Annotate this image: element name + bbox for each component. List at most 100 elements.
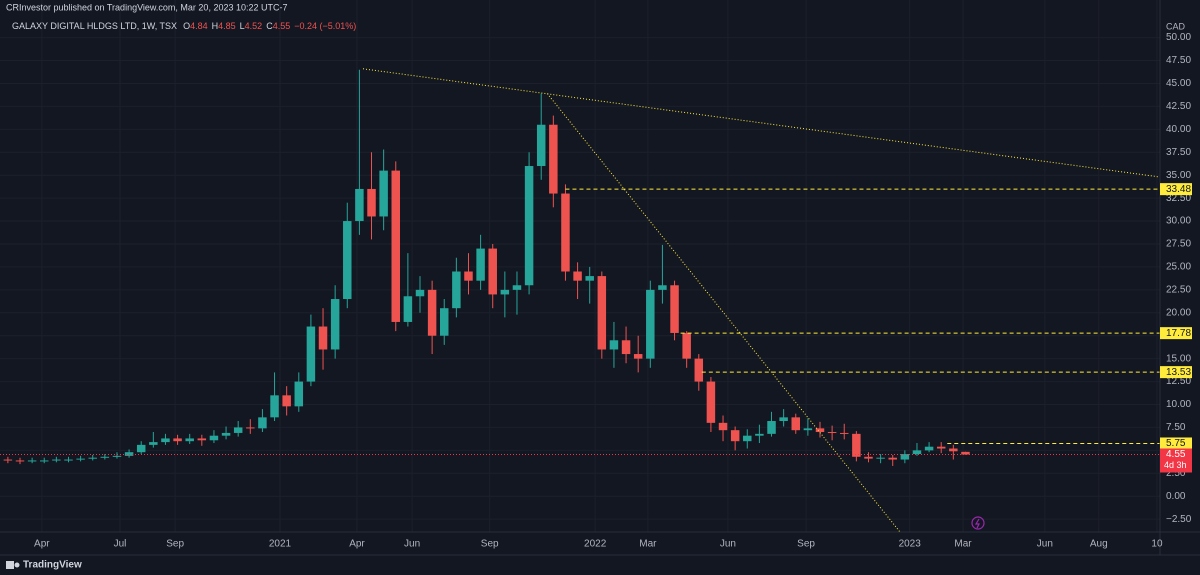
y-tick-label: 50.00 bbox=[1166, 32, 1191, 43]
candle-body bbox=[743, 435, 752, 442]
candle-body bbox=[427, 289, 437, 336]
candle-body bbox=[476, 248, 485, 281]
candle-body bbox=[682, 332, 691, 359]
x-tick-label: Sep bbox=[166, 539, 184, 550]
candle-body bbox=[403, 296, 413, 322]
y-tick-label: 35.00 bbox=[1166, 170, 1191, 181]
candle-body bbox=[173, 438, 182, 442]
level-label: 5.75 bbox=[1166, 438, 1186, 449]
candle-body bbox=[136, 444, 146, 453]
change: −0.24 (−5.01%) bbox=[294, 21, 356, 31]
ohlc-key: O bbox=[183, 21, 190, 31]
x-tick-label: Jul bbox=[114, 539, 127, 550]
trend-line bbox=[546, 93, 901, 533]
level-label: 33.48 bbox=[1166, 184, 1191, 195]
y-tick-label: 25.00 bbox=[1166, 262, 1191, 273]
y-tick-label: 0.00 bbox=[1166, 491, 1186, 502]
event-icon[interactable] bbox=[971, 516, 985, 530]
countdown: 4d 3h bbox=[1164, 460, 1187, 470]
candle-body bbox=[767, 421, 776, 434]
candle-body bbox=[609, 340, 619, 350]
candle-body bbox=[112, 455, 122, 457]
symbol: GALAXY DIGITAL HLDGS LTD, 1W, TSX bbox=[12, 21, 177, 31]
y-tick-label: 15.00 bbox=[1166, 353, 1191, 364]
candle-body bbox=[500, 289, 510, 295]
candle-body bbox=[621, 340, 631, 355]
candle-body bbox=[755, 433, 764, 436]
candle-body bbox=[840, 432, 849, 434]
candle-body bbox=[488, 248, 497, 295]
y-tick-label: 30.00 bbox=[1166, 216, 1191, 227]
x-tick-label: 2022 bbox=[584, 539, 607, 550]
candle-body bbox=[379, 170, 388, 217]
y-tick-label: −2.50 bbox=[1166, 514, 1192, 525]
candle-body bbox=[440, 308, 449, 336]
candle-body bbox=[852, 433, 861, 457]
candle-body bbox=[185, 438, 194, 442]
ohlc-key: H bbox=[212, 21, 219, 31]
candle-body bbox=[52, 459, 61, 461]
y-tick-label: 2.50 bbox=[1166, 468, 1186, 479]
candle-body bbox=[658, 285, 667, 290]
x-tick-label: Sep bbox=[797, 539, 815, 550]
candle-body bbox=[706, 381, 716, 423]
candle-body bbox=[730, 430, 740, 442]
x-tick-label: 2021 bbox=[269, 539, 292, 550]
level-label-bg bbox=[1160, 437, 1192, 450]
symbol-legend: GALAXY DIGITAL HLDGS LTD, 1W, TSX O4.84 H4… bbox=[12, 21, 356, 31]
x-tick-label: Mar bbox=[954, 539, 972, 550]
y-tick-label: 7.50 bbox=[1166, 422, 1186, 433]
candle-body bbox=[549, 124, 558, 194]
candle-body bbox=[803, 428, 813, 431]
y-tick-label: 45.00 bbox=[1166, 78, 1191, 89]
candle-body bbox=[246, 427, 255, 429]
candle-body bbox=[888, 457, 897, 460]
candle-body bbox=[452, 271, 461, 309]
y-tick-label: 47.50 bbox=[1166, 55, 1191, 66]
candle-body bbox=[282, 395, 291, 407]
candle-body bbox=[597, 276, 607, 350]
ohlc-value: 4.55 bbox=[273, 21, 291, 31]
price-label-bg bbox=[1160, 448, 1192, 473]
candle-body bbox=[270, 395, 279, 418]
candle-body bbox=[464, 271, 473, 281]
candle-body bbox=[646, 289, 655, 359]
candle-body bbox=[294, 381, 304, 407]
x-tick-label: Jun bbox=[720, 539, 736, 550]
candle-body bbox=[791, 417, 800, 431]
logo-mark bbox=[6, 561, 14, 569]
candle-body bbox=[3, 459, 13, 461]
candle-body bbox=[209, 435, 219, 441]
level-label: 17.78 bbox=[1166, 328, 1191, 339]
y-tick-label: 10.00 bbox=[1166, 399, 1191, 410]
candle-body bbox=[949, 448, 958, 452]
event-bolt bbox=[974, 518, 980, 529]
candle-body bbox=[961, 451, 970, 455]
candle-body bbox=[924, 446, 934, 451]
ohlc-value: 4.85 bbox=[218, 21, 236, 31]
level-label-bg bbox=[1160, 366, 1192, 379]
candle-body bbox=[718, 422, 728, 431]
candle-body bbox=[197, 438, 207, 441]
x-tick-label: Mar bbox=[639, 539, 657, 550]
ohlc-key: C bbox=[266, 21, 273, 31]
x-tick-label: 2023 bbox=[899, 539, 922, 550]
price-label: 4.55 bbox=[1166, 449, 1186, 460]
candle-body bbox=[815, 428, 825, 433]
level-label-bg bbox=[1160, 183, 1192, 196]
candle-body bbox=[40, 460, 49, 462]
ohlc-value: 4.84 bbox=[190, 21, 208, 31]
candle-body bbox=[15, 460, 25, 462]
candle-body bbox=[415, 289, 425, 297]
candle-body bbox=[76, 458, 85, 460]
y-tick-label: 22.50 bbox=[1166, 284, 1191, 295]
candle-body bbox=[355, 188, 364, 222]
candle-body bbox=[573, 271, 582, 281]
candle-body bbox=[524, 166, 534, 286]
candle-body bbox=[391, 170, 400, 322]
candle-body bbox=[936, 446, 946, 449]
logo bbox=[6, 561, 20, 569]
x-tick-label: Apr bbox=[34, 539, 50, 550]
